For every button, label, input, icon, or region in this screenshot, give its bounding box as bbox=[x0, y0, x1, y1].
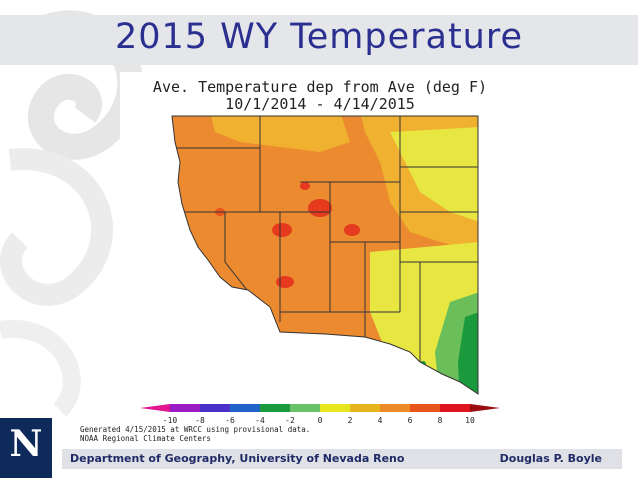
source-note: NOAA Regional Climate Centers bbox=[80, 434, 211, 443]
colorbar-segment bbox=[440, 404, 471, 412]
colorbar-tick-label: -2 bbox=[285, 416, 295, 425]
colorbar-segment bbox=[260, 404, 291, 412]
coastline bbox=[171, 115, 479, 395]
moderate-zone-north bbox=[210, 116, 350, 152]
map-date-range: 10/1/2014 - 4/14/2015 bbox=[225, 95, 415, 113]
colorbar-segment bbox=[410, 404, 441, 412]
cool-dot-1 bbox=[255, 314, 261, 320]
slide-title: 2015 WY Temperature bbox=[114, 17, 524, 57]
colorbar-segment bbox=[290, 404, 321, 412]
colorbar-tick-label: 8 bbox=[438, 416, 443, 425]
colorbar-tick-label: -4 bbox=[255, 416, 265, 425]
mild-zone-plains bbox=[390, 127, 478, 222]
colorbar-tick-label: -10 bbox=[163, 416, 178, 425]
university-logo: N bbox=[0, 418, 52, 478]
hot-spot-4 bbox=[276, 276, 294, 288]
colorbar: -10 -8 -6 -4 -2 0 2 4 6 8 10 bbox=[140, 404, 500, 425]
colorbar-segment bbox=[350, 404, 381, 412]
footer-author: Douglas P. Boyle bbox=[499, 452, 602, 465]
cool-dot-3 bbox=[435, 383, 441, 389]
colorbar-segment bbox=[140, 404, 170, 412]
footer-department: Department of Geography, University of N… bbox=[70, 452, 405, 465]
colorbar-tick-label: 4 bbox=[378, 416, 383, 425]
colorbar-segment bbox=[230, 404, 261, 412]
generated-note: Generated 4/15/2015 at WRCC using provis… bbox=[80, 425, 311, 434]
colorbar-segment bbox=[320, 404, 351, 412]
cool-zone-core bbox=[458, 312, 478, 394]
colorbar-tick-label: 2 bbox=[348, 416, 353, 425]
colorbar-tick-label: 6 bbox=[408, 416, 413, 425]
moderate-zone-south bbox=[300, 342, 380, 394]
colorbar-segment bbox=[170, 404, 201, 412]
map-title: Ave. Temperature dep from Ave (deg F) bbox=[152, 78, 488, 96]
logo-letter: N bbox=[9, 423, 43, 465]
colorbar-tick-label: -6 bbox=[225, 416, 235, 425]
colorbar-tick-label: 0 bbox=[318, 416, 323, 425]
colorbar-tick-label: 10 bbox=[465, 416, 475, 425]
temperature-map bbox=[171, 115, 479, 395]
colorbar-segment bbox=[380, 404, 411, 412]
colorbar-segment bbox=[200, 404, 231, 412]
hot-spot-5 bbox=[300, 182, 310, 190]
footer-bar bbox=[62, 449, 622, 469]
colorbar-segment bbox=[470, 404, 500, 412]
hot-spot-3 bbox=[344, 224, 360, 236]
title-bar bbox=[0, 15, 638, 65]
colorbar-tick-label: -8 bbox=[195, 416, 205, 425]
hot-spot-2 bbox=[308, 199, 332, 217]
hot-spot-1 bbox=[272, 223, 292, 237]
